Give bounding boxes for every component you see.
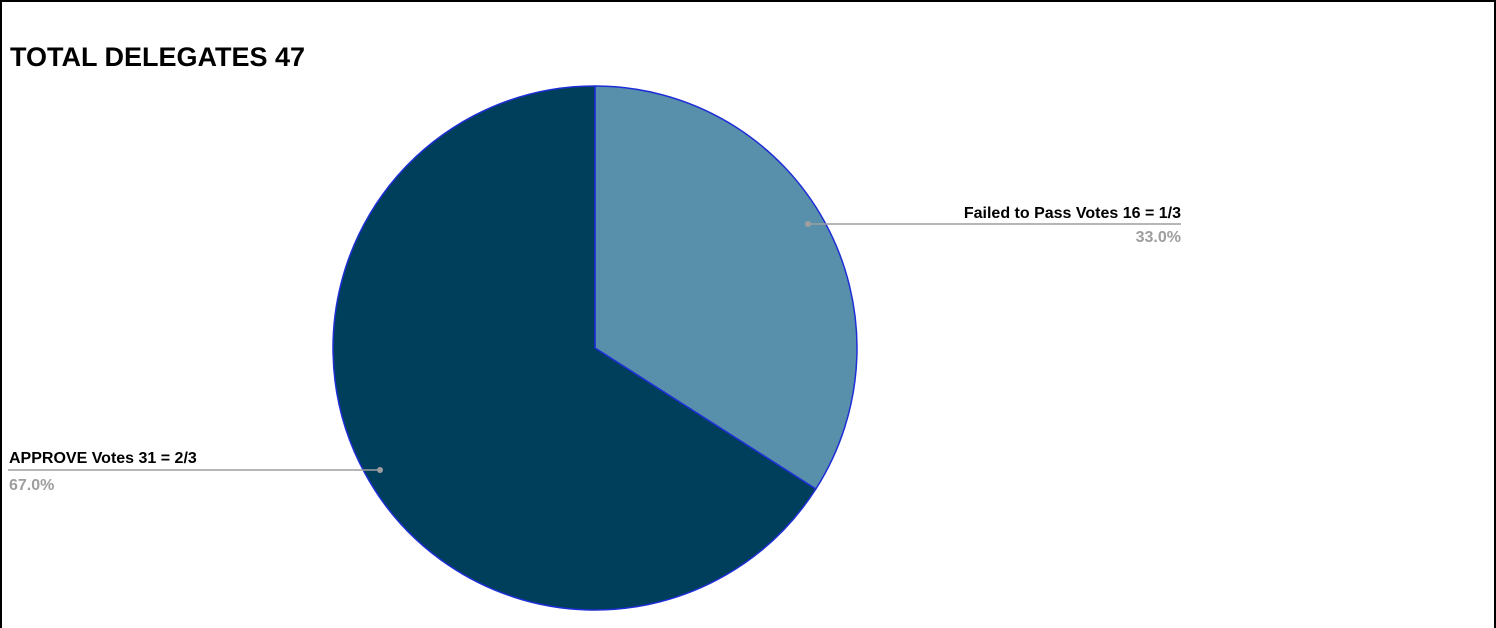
chart-title: TOTAL DELEGATES 47 [10,42,306,72]
pie-slice-approve [332,85,817,611]
pie-slices [332,85,858,611]
pie-slice-failed [594,85,858,490]
slice-annotation-approve: APPROVE Votes 31 = 2/3 67.0% [8,450,383,494]
slice-percent-failed: 33.0% [1136,229,1181,246]
slice-label-approve: APPROVE Votes 31 = 2/3 [9,450,197,467]
slice-label-failed: Failed to Pass Votes 16 = 1/3 [964,205,1181,222]
slice-annotation-failed: Failed to Pass Votes 16 = 1/3 33.0% [805,205,1181,246]
slice-percent-approve: 67.0% [9,477,54,494]
leader-dot-failed [805,221,811,227]
leader-dot-approve [377,467,383,473]
